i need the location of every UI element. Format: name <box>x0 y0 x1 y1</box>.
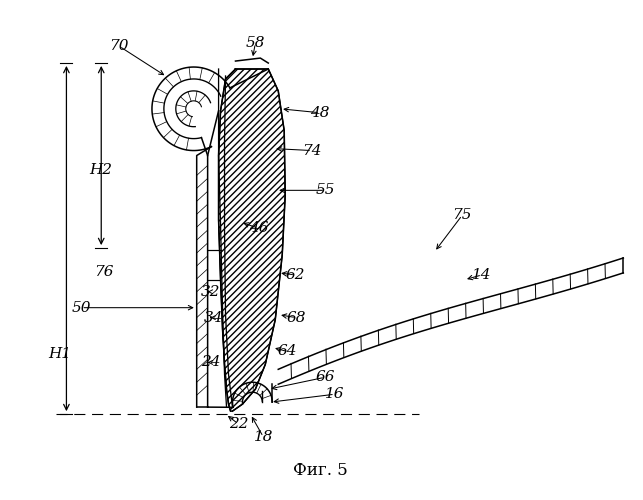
Text: 70: 70 <box>109 39 129 53</box>
Text: 50: 50 <box>71 300 91 314</box>
Text: 32: 32 <box>201 285 221 299</box>
Text: 24: 24 <box>201 356 221 370</box>
Text: 22: 22 <box>229 417 248 431</box>
Text: H1: H1 <box>48 348 71 362</box>
Text: 64: 64 <box>277 344 297 358</box>
Text: Фиг. 5: Фиг. 5 <box>293 462 347 479</box>
Text: 74: 74 <box>302 144 322 158</box>
Text: 76: 76 <box>95 265 114 279</box>
Text: 46: 46 <box>249 221 268 235</box>
Text: 16: 16 <box>325 387 345 401</box>
Text: 62: 62 <box>285 268 305 282</box>
Text: 18: 18 <box>253 430 273 444</box>
Text: 68: 68 <box>286 310 306 324</box>
Text: 48: 48 <box>311 106 330 120</box>
Text: H2: H2 <box>90 164 113 177</box>
Text: 66: 66 <box>315 370 335 384</box>
Text: 58: 58 <box>246 36 265 50</box>
Text: 55: 55 <box>315 184 335 198</box>
Text: 34: 34 <box>204 310 223 324</box>
Text: 14: 14 <box>473 268 492 282</box>
Text: 75: 75 <box>453 208 472 222</box>
Polygon shape <box>219 69 285 411</box>
